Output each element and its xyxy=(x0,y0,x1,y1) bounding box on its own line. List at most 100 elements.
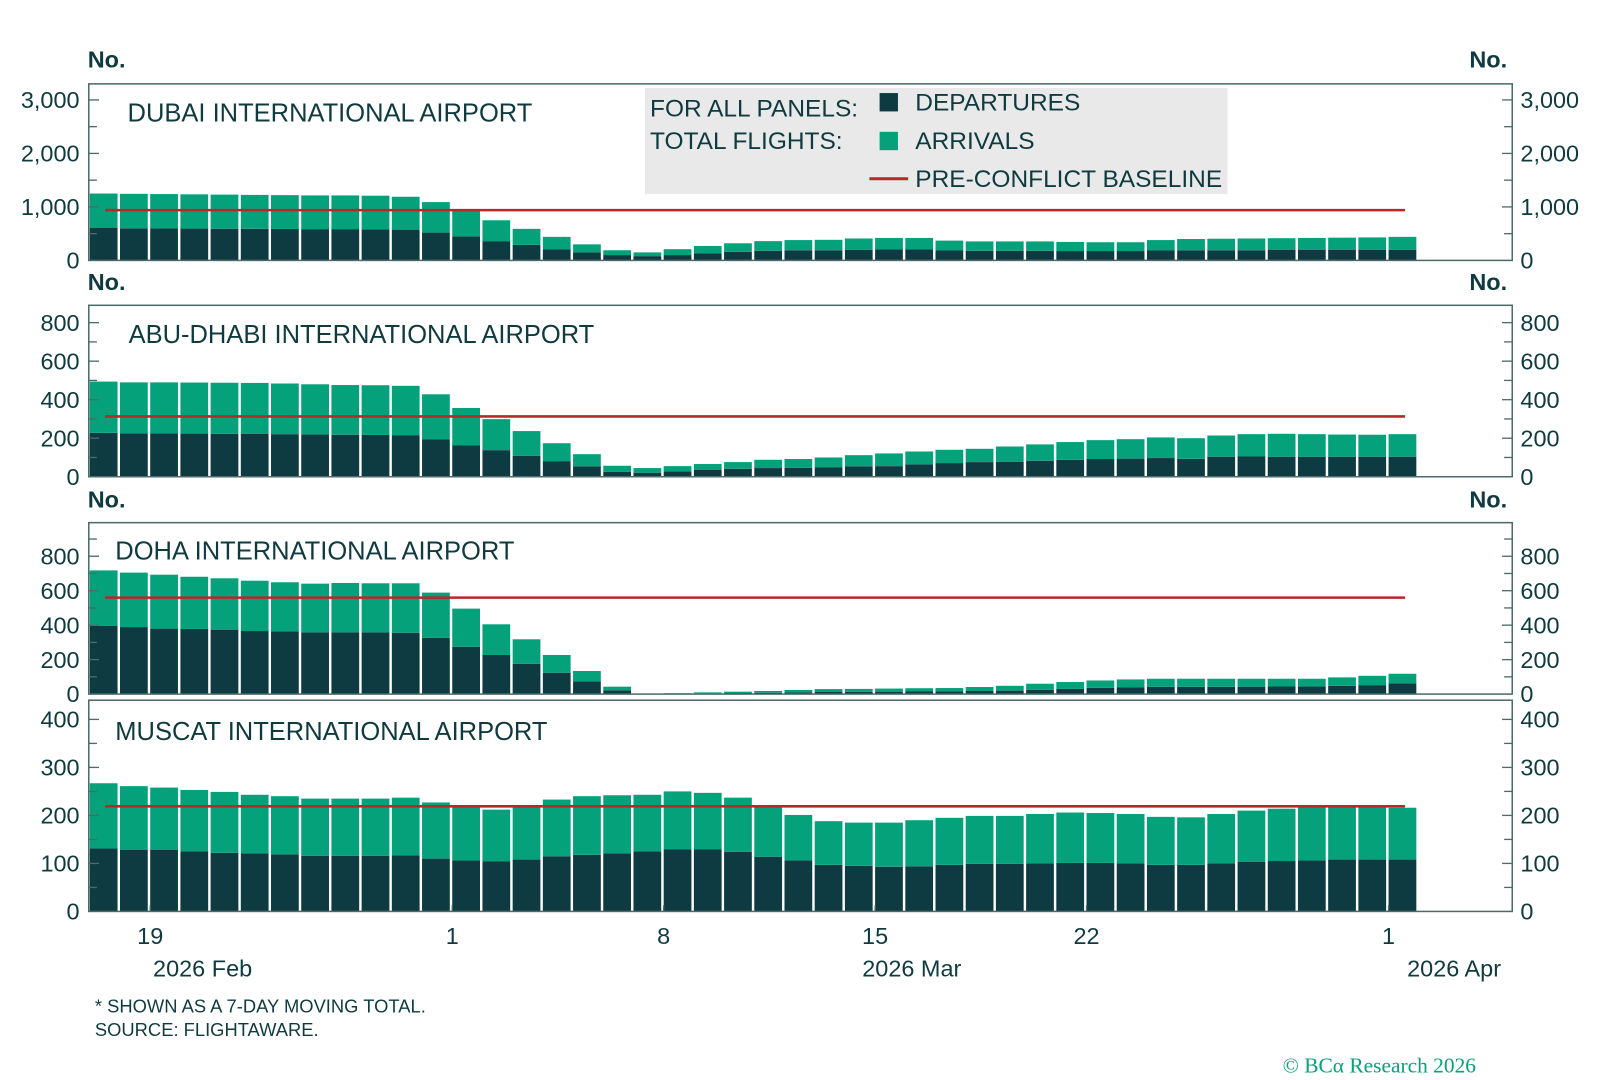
legend-swatch-arrivals xyxy=(879,131,898,151)
bar-departures xyxy=(240,853,269,912)
bar-departures xyxy=(905,464,934,477)
bar-departures xyxy=(120,433,148,477)
bar-departures xyxy=(875,866,903,912)
bar-arrivals xyxy=(905,820,934,867)
bar-departures xyxy=(1388,683,1417,695)
bar-departures xyxy=(240,433,269,477)
bar-arrivals xyxy=(875,688,903,692)
bar-departures xyxy=(1388,249,1417,261)
y-tick-label-right: 0 xyxy=(1520,248,1533,274)
bar-arrivals xyxy=(1177,239,1205,251)
bar-departures xyxy=(89,848,118,912)
bar-departures xyxy=(573,854,601,912)
bar-departures xyxy=(1207,456,1236,477)
bar-departures xyxy=(693,253,722,261)
bar-departures xyxy=(1267,456,1296,477)
bar-arrivals xyxy=(542,236,571,250)
panel-title-abu-dhabi: ABU-DHABI INTERNATIONAL AIRPORT xyxy=(129,321,595,349)
bar-arrivals xyxy=(875,453,903,467)
bar-departures xyxy=(1237,861,1266,912)
bar-departures xyxy=(1177,686,1205,695)
y-tick-label-right: 200 xyxy=(1520,425,1559,451)
bar-arrivals xyxy=(1358,434,1387,457)
bar-departures xyxy=(754,250,783,261)
bar-arrivals xyxy=(1297,807,1326,861)
bar-arrivals xyxy=(542,443,571,462)
bar-departures xyxy=(1207,863,1236,912)
bar-departures xyxy=(542,856,571,912)
bar-departures xyxy=(1328,249,1356,261)
bar-arrivals xyxy=(603,465,632,472)
bar-departures xyxy=(844,865,873,912)
bar-departures xyxy=(1086,459,1115,477)
bar-departures xyxy=(1146,864,1175,912)
bar-departures xyxy=(965,690,994,695)
bar-arrivals xyxy=(1056,812,1085,863)
bar-arrivals xyxy=(482,809,511,862)
y-tick-label-left: 2,000 xyxy=(21,141,80,167)
y-tick-label-left: 600 xyxy=(40,348,79,374)
bar-arrivals xyxy=(1177,817,1205,865)
y-tick-label-right: 1,000 xyxy=(1520,194,1579,220)
bar-arrivals xyxy=(875,237,903,250)
bar-departures xyxy=(391,229,420,261)
bar-departures xyxy=(724,251,752,261)
bar-arrivals xyxy=(693,792,722,850)
bar-arrivals xyxy=(875,822,903,867)
bar-departures xyxy=(875,466,903,477)
bar-departures xyxy=(603,853,632,912)
bar-departures xyxy=(633,851,662,912)
y-tick-label-right: 600 xyxy=(1520,348,1559,374)
bar-departures xyxy=(542,249,571,261)
bar-departures xyxy=(573,466,601,477)
bar-departures xyxy=(271,631,299,695)
bar-departures xyxy=(452,236,481,261)
x-tick-label: 19 xyxy=(137,923,163,949)
bar-arrivals xyxy=(271,582,299,632)
bar-arrivals xyxy=(391,196,420,230)
bar-arrivals xyxy=(1207,678,1236,687)
bar-departures xyxy=(1328,456,1356,477)
bar-arrivals xyxy=(1237,810,1266,862)
bar-departures xyxy=(331,855,360,912)
bar-arrivals xyxy=(1026,241,1054,251)
bar-departures xyxy=(633,472,662,477)
footnote-source: SOURCE: FLIGHTAWARE. xyxy=(95,1019,319,1040)
bar-arrivals xyxy=(240,194,269,229)
bar-arrivals xyxy=(754,241,783,251)
bar-departures xyxy=(1237,250,1266,261)
bar-departures xyxy=(240,631,269,695)
legend-swatch-departures xyxy=(879,93,898,112)
bar-arrivals xyxy=(331,385,360,435)
panel-dubai: 0 0 1,000 1,000 2,000 2,000 3,000 3,000 xyxy=(21,83,1579,274)
bar-departures xyxy=(1358,456,1387,477)
bar-arrivals xyxy=(331,195,360,230)
month-label-feb: 2026 Feb xyxy=(153,956,252,982)
bar-arrivals xyxy=(754,690,783,693)
bar-arrivals xyxy=(542,799,571,857)
bar-departures xyxy=(271,434,299,477)
bar-departures xyxy=(814,250,843,261)
y-unit-label-left: No. xyxy=(88,486,126,512)
bar-departures xyxy=(1056,459,1085,477)
bar-arrivals xyxy=(1267,808,1296,862)
bar-departures xyxy=(1086,687,1115,695)
bar-arrivals xyxy=(361,798,390,856)
bar-arrivals xyxy=(180,576,209,629)
bar-arrivals xyxy=(1237,678,1266,687)
bar-arrivals xyxy=(150,787,178,850)
bar-departures xyxy=(1026,689,1054,695)
y-tick-label-right: 2,000 xyxy=(1520,141,1579,167)
bar-departures xyxy=(1388,859,1417,912)
bar-departures xyxy=(301,632,329,695)
legend-label-baseline: PRE-CONFLICT BASELINE xyxy=(915,166,1222,193)
bar-departures xyxy=(784,250,813,261)
bar-arrivals xyxy=(633,468,662,473)
bar-arrivals xyxy=(512,639,541,664)
bar-arrivals xyxy=(814,689,843,693)
bar-arrivals xyxy=(1358,237,1387,250)
bar-arrivals xyxy=(482,220,511,242)
bar-arrivals xyxy=(301,195,329,230)
y-tick-label-right: 0 xyxy=(1520,464,1533,490)
bar-departures xyxy=(1267,686,1296,695)
